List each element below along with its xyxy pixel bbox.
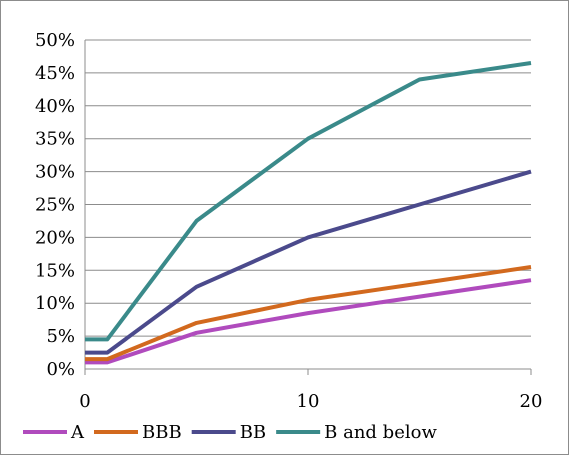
series-line-a (85, 278, 532, 365)
legend-label: A (70, 422, 85, 443)
x-tick-label: 20 (520, 391, 543, 412)
legend-item: BBB (94, 422, 182, 443)
legend: A BBB BB B and below (23, 422, 437, 443)
tick-labels: 0% 5% 10% 15% 20% 25% 30% 35% 40% 45% 50% 0 10 20 (35, 30, 542, 412)
legend-label: B and below (324, 422, 437, 443)
y-tick-label: 45% (35, 63, 75, 84)
y-tick-label: 30% (35, 162, 75, 183)
series-line-bb (85, 169, 532, 355)
y-tick-label: 40% (35, 96, 75, 117)
legend-item: BB (191, 422, 266, 443)
y-tick-label: 0% (46, 359, 75, 380)
series-line-bbb (85, 265, 532, 362)
y-tick-label: 50% (35, 30, 75, 51)
y-tick-label: 5% (46, 326, 75, 347)
series-line-b-and-below (85, 61, 532, 342)
y-tick-label: 10% (35, 293, 75, 314)
x-tick-label: 10 (297, 391, 320, 412)
legend-label: BB (240, 422, 266, 443)
legend-item: B and below (276, 422, 437, 443)
axes (84, 40, 532, 375)
series-lines (85, 61, 532, 365)
legend-item: A (23, 422, 85, 443)
y-tick-label: 15% (35, 260, 75, 281)
x-tick-label: 0 (79, 391, 90, 412)
y-tick-label: 20% (35, 227, 75, 248)
y-tick-label: 35% (35, 129, 75, 150)
legend-label: BBB (142, 422, 182, 443)
y-tick-label: 25% (35, 195, 75, 216)
